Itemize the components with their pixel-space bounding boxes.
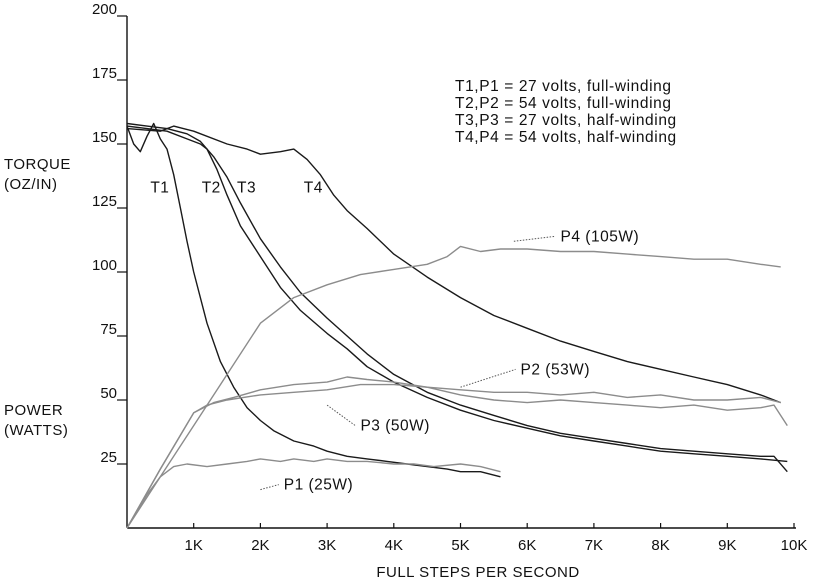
y-tick-label-200: 200 bbox=[92, 1, 117, 18]
series-line-t1 bbox=[126, 122, 501, 478]
legend-entry-3: T3,P3 = 27 volts, half-winding bbox=[455, 112, 677, 129]
series-line-p1-25w bbox=[126, 458, 501, 529]
curve-label-p4-105w: P4 (105W) bbox=[561, 228, 640, 245]
curve-label-t4: T4 bbox=[304, 180, 323, 197]
x-tick-label-3k: 3K bbox=[318, 537, 336, 554]
y-axis-label-power: POWER (WATTS) bbox=[4, 402, 68, 439]
legend-entry-2: T2,P2 = 54 volts, full-winding bbox=[455, 95, 672, 112]
legend: T1,P1 = 27 volts, full-winding T2,P2 = 5… bbox=[455, 78, 677, 146]
x-tick-label-10k: 10K bbox=[781, 537, 808, 554]
x-axis-label: FULL STEPS PER SECOND bbox=[376, 564, 579, 581]
x-ticks: 1K 2K 3K 4K 5K 6K 7K 8K 9K 10K bbox=[185, 523, 808, 554]
curve-label-t3: T3 bbox=[237, 180, 256, 197]
y-tick-label-175: 175 bbox=[92, 65, 117, 82]
curve-labels: T1 T2 T3 T4 P4 (105W) P2 (53W) P3 (50W) P1 (25W… bbox=[150, 180, 640, 494]
x-tick-label-5k: 5K bbox=[451, 537, 469, 554]
torque-label-line-2: (OZ/IN) bbox=[4, 176, 58, 193]
power-label-line-1: POWER bbox=[4, 402, 63, 419]
curve-label-t2: T2 bbox=[202, 180, 221, 197]
x-tick-label-8k: 8K bbox=[651, 537, 669, 554]
series-line-p2-53w bbox=[126, 383, 781, 529]
curve-label-p2-53w: P2 (53W) bbox=[521, 361, 590, 378]
y-tick-label-25: 25 bbox=[100, 449, 117, 466]
y-tick-label-150: 150 bbox=[92, 129, 117, 146]
power-label-line-2: (WATTS) bbox=[4, 422, 68, 439]
x-tick-label-4k: 4K bbox=[385, 537, 403, 554]
legend-entry-1: T1,P1 = 27 volts, full-winding bbox=[455, 78, 672, 95]
curve-label-p1-25w: P1 (25W) bbox=[284, 477, 353, 494]
series-line-t4 bbox=[126, 125, 781, 404]
x-tick-label-9k: 9K bbox=[718, 537, 736, 554]
y-tick-label-125: 125 bbox=[92, 193, 117, 210]
y-axis-label-torque: TORQUE (OZ/IN) bbox=[4, 156, 71, 193]
y-ticks: 25 50 75 100 125 150 175 200 bbox=[92, 1, 127, 466]
series-line-p4-105w bbox=[126, 245, 781, 529]
torque-label-line-1: TORQUE bbox=[4, 156, 71, 173]
curve-label-p3-50w: P3 (50W) bbox=[360, 418, 429, 435]
y-tick-label-50: 50 bbox=[100, 385, 117, 402]
y-tick-label-100: 100 bbox=[92, 257, 117, 274]
leader-line-p4-105w bbox=[513, 235, 556, 242]
legend-entry-4: T4,P4 = 54 volts, half-winding bbox=[455, 129, 677, 146]
series-line-p3-50w bbox=[126, 376, 788, 529]
series-line-t3 bbox=[126, 122, 788, 473]
x-tick-label-6k: 6K bbox=[518, 537, 536, 554]
x-tick-label-2k: 2K bbox=[251, 537, 269, 554]
x-tick-label-7k: 7K bbox=[585, 537, 603, 554]
leader-line-p3-50w bbox=[326, 404, 356, 427]
series-line-t2 bbox=[126, 125, 788, 463]
leader-line-p2-53w bbox=[460, 368, 516, 388]
curve-label-t1: T1 bbox=[150, 180, 169, 197]
x-tick-label-1k: 1K bbox=[185, 537, 203, 554]
leader-line-p1-25w bbox=[260, 484, 279, 491]
series-layer bbox=[126, 122, 788, 529]
y-tick-label-75: 75 bbox=[100, 321, 117, 338]
